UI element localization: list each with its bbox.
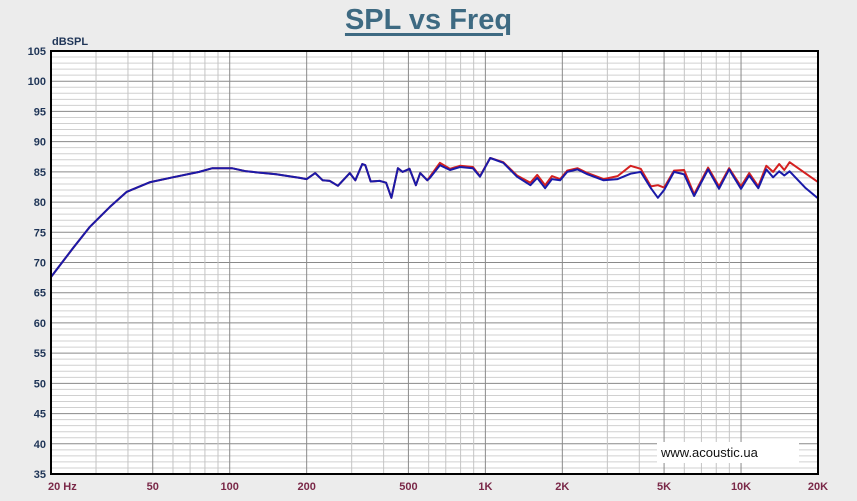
y-tick-label: 105	[28, 46, 46, 58]
y-tick-label: 90	[34, 137, 46, 149]
y-tick-label: 70	[34, 258, 46, 270]
y-tick-label: 85	[34, 167, 46, 179]
x-tick-label: 200	[297, 481, 315, 493]
x-tick-label: 20K	[808, 481, 828, 493]
x-tick-label: 500	[399, 481, 417, 493]
y-tick-label: 75	[34, 227, 46, 239]
watermark-text: www.acoustic.ua	[660, 445, 759, 460]
plot-border	[50, 50, 819, 475]
x-tick-label: 100	[221, 481, 239, 493]
y-tick-label: 35	[34, 469, 46, 481]
x-tick-label: 1K	[478, 481, 492, 493]
y-tick-label: 95	[34, 106, 46, 118]
x-tick-label: 10K	[731, 481, 751, 493]
y-tick-label: 65	[34, 288, 46, 300]
x-tick-label: 5K	[657, 481, 671, 493]
chart-title: SPL vs Freq	[344, 4, 513, 36]
y-tick-label: 55	[34, 348, 46, 360]
y-tick-label: 80	[34, 197, 46, 209]
y-axis-label: dBSPL	[52, 36, 88, 48]
y-tick-label: 50	[34, 378, 46, 390]
series-line-blue	[50, 157, 819, 278]
y-tick-label: 45	[34, 409, 46, 421]
x-tick-label: 2K	[555, 481, 569, 493]
x-tick-label: 20 Hz	[48, 481, 77, 493]
x-tick-label: 50	[147, 481, 159, 493]
y-tick-label: 40	[34, 439, 46, 451]
y-tick-label: 100	[28, 76, 46, 88]
y-tick-label: 60	[34, 318, 46, 330]
watermark-box	[657, 442, 799, 463]
